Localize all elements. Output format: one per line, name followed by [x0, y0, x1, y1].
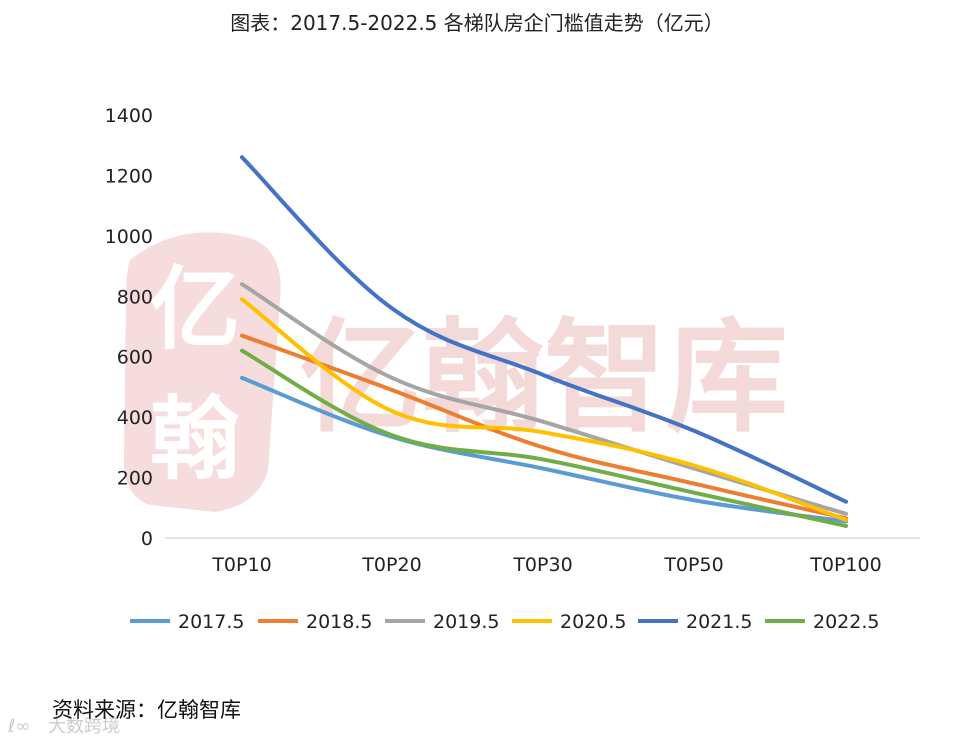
y-tick-label: 800: [117, 286, 153, 308]
legend-label: 2018.5: [306, 611, 372, 633]
series-line-2021-5: [240, 155, 848, 504]
corner-watermark-text: 大数跨境: [48, 716, 120, 737]
corner-watermark-icon: ℓ∞: [7, 716, 30, 737]
y-tick-label: 0: [141, 528, 153, 550]
legend-label: 2022.5: [813, 611, 879, 633]
y-tick-label: 600: [117, 347, 153, 369]
legend-label: 2021.5: [686, 611, 752, 633]
y-tick-label: 1400: [105, 105, 153, 127]
watermark-seal-top: 亿: [150, 257, 240, 362]
x-tick-label: T0P50: [663, 554, 723, 576]
watermark-main-text: 亿翰智库: [300, 307, 788, 449]
chart-title: 图表：2017.5-2022.5 各梯队房企门槛值走势（亿元）: [230, 11, 724, 35]
series-line-2018-5: [240, 333, 848, 521]
x-tick-label: T0P100: [809, 554, 881, 576]
series-lines: [240, 155, 848, 528]
legend: 2017.5 2018.5 2019.5 2020.5 2021.5 2022.5: [130, 611, 879, 633]
y-tick-label: 1200: [105, 165, 153, 187]
y-tick-label: 400: [117, 407, 153, 429]
x-axis-ticks: T0P10 T0P20 T0P30 T0P50 T0P100: [211, 554, 881, 576]
watermark-seal-bottom: 翰: [150, 387, 240, 492]
series-line-2020-5: [240, 297, 848, 522]
corner-watermark: ℓ∞ 大数跨境: [7, 716, 120, 737]
series-line-2017-5: [240, 375, 848, 524]
y-axis-ticks: 0 200 400 600 800 1000 1200 1400: [105, 105, 153, 550]
legend-label: 2017.5: [178, 611, 244, 633]
x-tick-label: T0P20: [361, 554, 421, 576]
x-tick-label: T0P30: [512, 554, 572, 576]
legend-label: 2019.5: [433, 611, 499, 633]
legend-label: 2020.5: [560, 611, 626, 633]
watermark: 亿 翰 亿翰智库: [123, 232, 788, 512]
watermark-seal-icon: [123, 232, 281, 512]
source-note: 资料来源：亿翰智库: [52, 698, 241, 722]
y-tick-label: 200: [117, 468, 153, 490]
x-tick-label: T0P10: [211, 554, 271, 576]
series-line-2022-5: [240, 348, 848, 528]
y-tick-label: 1000: [105, 226, 153, 248]
